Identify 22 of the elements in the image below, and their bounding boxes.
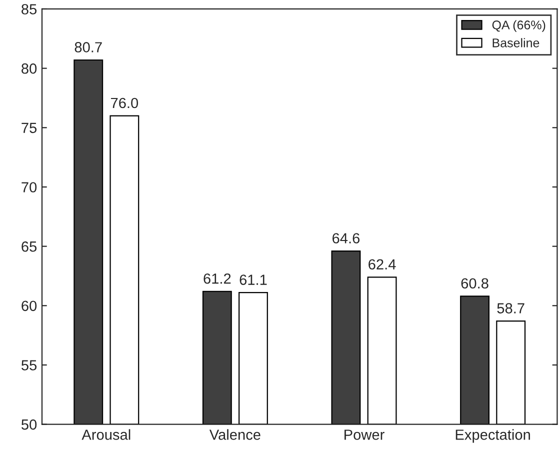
- y-tick-label: 85: [22, 4, 37, 14]
- legend-label: QA (66%): [492, 20, 546, 32]
- data-label: 60.8: [461, 278, 488, 289]
- data-label: 64.6: [332, 233, 360, 244]
- y-tick-label: 55: [22, 360, 37, 370]
- data-label: 61.1: [240, 274, 267, 285]
- y-tick-label: 70: [22, 182, 37, 192]
- x-tick-label: Valence: [209, 429, 260, 440]
- x-tick-label: Power: [344, 430, 384, 440]
- y-tick-label: 65: [22, 241, 37, 252]
- y-tick-label: 75: [22, 122, 37, 134]
- data-label: 58.7: [497, 303, 524, 314]
- data-label: 76.0: [110, 98, 138, 108]
- x-tick-label: Arousal: [82, 429, 130, 440]
- legend-label: Baseline: [492, 38, 540, 48]
- data-label: 80.7: [74, 42, 102, 52]
- y-tick-label: 50: [22, 419, 37, 430]
- y-tick-label: 80: [22, 63, 37, 74]
- y-tick-label: 60: [22, 300, 37, 312]
- x-tick-label: Expectation: [456, 429, 530, 443]
- data-label: 62.4: [368, 259, 396, 270]
- data-label: 61.2: [204, 273, 231, 284]
